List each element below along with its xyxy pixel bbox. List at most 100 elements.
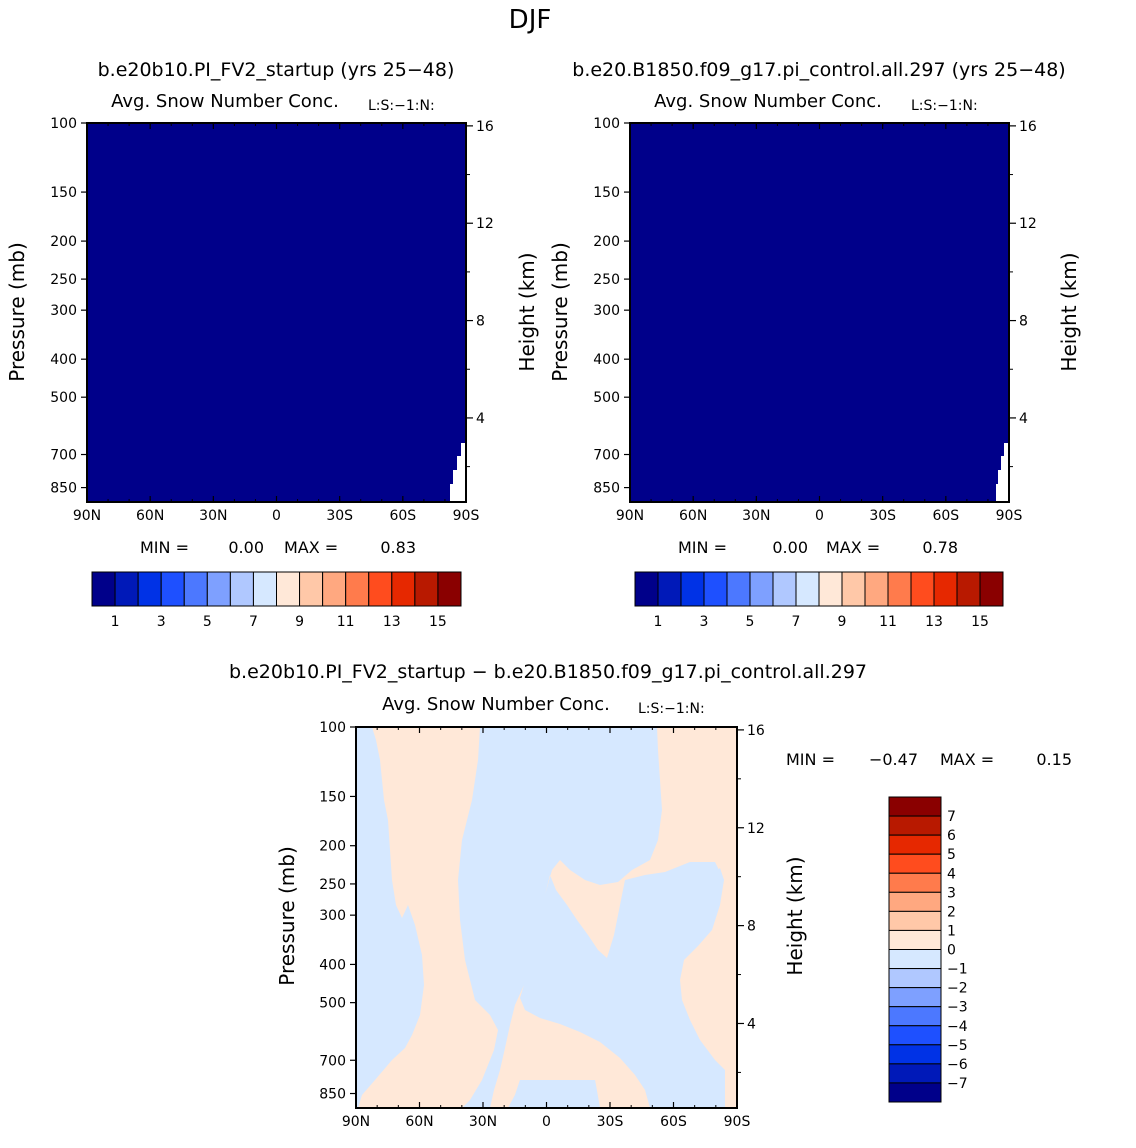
diff-ylabel-height: Height (km) — [783, 856, 807, 975]
right-plot-units: L:S:−1:N: — [911, 98, 978, 114]
diff-max-value: 0.15 — [1036, 750, 1072, 769]
colorbar-box — [888, 1006, 942, 1027]
y-tick-label: 400 — [593, 352, 620, 368]
colorbar-label: 13 — [925, 614, 943, 630]
x-tick-label: 60S — [932, 508, 959, 524]
y-tick-label: 700 — [50, 448, 77, 464]
colorbar-box — [888, 891, 942, 912]
x-tick-label: 90S — [453, 508, 480, 524]
right-plot-fill — [630, 123, 1009, 502]
height-tick-label: 12 — [476, 216, 494, 232]
colorbar-label: 2 — [947, 904, 956, 920]
colorbar-label: 9 — [295, 614, 304, 630]
x-tick-label: 90S — [724, 1114, 751, 1130]
x-tick-label: 0 — [815, 508, 824, 524]
colorbar-box — [772, 571, 797, 607]
colorbar-label: 1 — [654, 614, 663, 630]
left-min-value: 0.00 — [228, 538, 264, 557]
colorbar-box — [795, 571, 820, 607]
left-plot-units: L:S:−1:N: — [368, 98, 435, 114]
left-ylabel-pressure: Pressure (mb) — [5, 242, 29, 382]
colorbar-label: 5 — [203, 614, 212, 630]
y-tick-label: 250 — [50, 272, 77, 288]
x-tick-label: 60S — [660, 1114, 687, 1130]
left-case-label: b.e20b10.PI_FV2_startup (yrs 25−48) — [98, 59, 455, 81]
colorbar-box — [888, 872, 942, 893]
colorbar-box — [345, 571, 370, 607]
x-tick-label: 30S — [326, 508, 353, 524]
y-tick-label: 500 — [50, 390, 77, 406]
y-tick-label: 700 — [319, 1053, 346, 1069]
colorbar-box — [749, 571, 774, 607]
colorbar-label: 1 — [947, 923, 956, 939]
diff-ylabel-pressure: Pressure (mb) — [275, 846, 299, 986]
y-tick-label: 100 — [593, 116, 620, 132]
colorbar-box — [437, 571, 462, 607]
x-tick-label: 90N — [73, 508, 101, 524]
diff-min-label: MIN = — [786, 750, 835, 769]
x-tick-label: 30S — [597, 1114, 624, 1130]
y-tick-label: 250 — [593, 272, 620, 288]
right-axes: 90N 60N 30N 0 30S 60S 90S 100 150 200 250 300 400 500… — [593, 116, 1037, 524]
height-tick-label: 12 — [1019, 216, 1037, 232]
colorbar-label: −5 — [947, 1038, 968, 1054]
colorbar-box — [956, 571, 981, 607]
y-tick-label: 500 — [593, 390, 620, 406]
colorbar-box — [864, 571, 889, 607]
colorbar-label: 5 — [746, 614, 755, 630]
colorbar-box — [888, 987, 942, 1008]
colorbar-box — [322, 571, 347, 607]
height-tick-label: 8 — [476, 314, 485, 330]
x-tick-label: 90N — [342, 1114, 370, 1130]
x-tick-label: 60N — [136, 508, 164, 524]
x-tick-label: 0 — [272, 508, 281, 524]
y-tick-label: 300 — [593, 303, 620, 319]
colorbar-label: 15 — [429, 614, 447, 630]
y-tick-label: 150 — [319, 789, 346, 805]
colorbar-label: 0 — [947, 943, 956, 959]
height-tick-label: 4 — [476, 411, 485, 427]
colorbar-box — [841, 571, 866, 607]
colorbar-box — [888, 1082, 942, 1103]
colorbar-box — [160, 571, 185, 607]
colorbar-box — [252, 571, 277, 607]
y-tick-label: 300 — [50, 303, 77, 319]
colorbar-box — [910, 571, 935, 607]
y-tick-label: 400 — [50, 352, 77, 368]
colorbar-label: 4 — [947, 866, 956, 882]
colorbar-label: −7 — [947, 1076, 968, 1092]
y-tick-label: 850 — [593, 481, 620, 497]
diff-panel: Avg. Snow Number Conc. L:S:−1:N: 90N 60N 3… — [275, 694, 1072, 1130]
colorbar-label: 7 — [792, 614, 801, 630]
height-tick-label: 16 — [476, 119, 494, 135]
colorbar-label: 7 — [249, 614, 258, 630]
colorbar-box — [703, 571, 728, 607]
colorbar-box — [391, 571, 416, 607]
colorbar-box — [818, 571, 843, 607]
left-plot-title: Avg. Snow Number Conc. — [111, 91, 339, 112]
colorbar-box — [657, 571, 682, 607]
diff-max-label: MAX = — [940, 750, 994, 769]
y-tick-label: 250 — [319, 877, 346, 893]
colorbar-box — [888, 815, 942, 836]
colorbar-box — [206, 571, 231, 607]
right-max-value: 0.78 — [922, 538, 958, 557]
right-missing-region — [996, 443, 1009, 502]
height-tick-label: 4 — [747, 1016, 756, 1032]
colorbar-box — [137, 571, 162, 607]
y-tick-label: 100 — [319, 720, 346, 736]
right-case-label: b.e20.B1850.f09_g17.pi_control.all.297 (… — [572, 59, 1065, 81]
colorbar-box — [933, 571, 958, 607]
y-tick-label: 400 — [319, 957, 346, 973]
x-tick-label: 30N — [199, 508, 227, 524]
colorbar-label: 3 — [700, 614, 709, 630]
colorbar-box — [888, 1044, 942, 1065]
colorbar-label: 9 — [838, 614, 847, 630]
colorbar-box — [888, 929, 942, 950]
colorbar-box — [299, 571, 324, 607]
x-tick-label: 60N — [679, 508, 707, 524]
height-tick-label: 12 — [747, 821, 765, 837]
colorbar-label: 13 — [383, 614, 401, 630]
colorbar-label: −4 — [947, 1019, 968, 1035]
colorbar-box — [414, 571, 439, 607]
